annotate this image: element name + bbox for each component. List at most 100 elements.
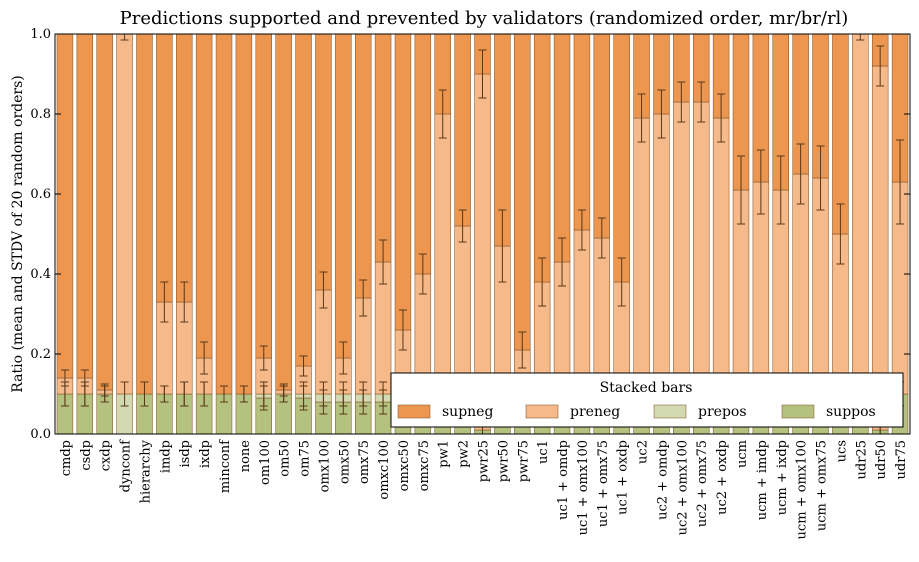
x-tick-label-10: om100	[258, 440, 273, 485]
bar-supneg-11	[275, 33, 292, 391]
x-tick-label-5: imdp	[158, 440, 173, 473]
bar-supneg-4	[136, 33, 153, 395]
bar-supneg-9	[235, 33, 253, 395]
x-tick-label-0: cmdp	[59, 440, 74, 476]
errbar-preneg-37	[796, 143, 805, 205]
bar-supneg-2	[96, 33, 113, 391]
x-tick-label-22: pwr50	[496, 440, 511, 482]
errbar-preneg-19	[438, 89, 447, 139]
bar-supneg-27	[593, 33, 611, 239]
errbar-prepos-6	[180, 381, 189, 407]
legend-label-supneg: supneg	[442, 404, 493, 420]
bar-supneg-16	[374, 33, 392, 263]
y-tick-label-0: 0.0	[30, 427, 51, 442]
errbar-prepos-13	[319, 381, 328, 407]
errbar-preneg-23	[518, 331, 527, 369]
x-tick-label-25: uc1 + omdp	[556, 440, 571, 520]
x-tick-label-8: minconf	[218, 439, 233, 493]
x-tick-label-36: ucm + ixdp	[775, 440, 790, 515]
errbar-preneg-36	[776, 155, 785, 225]
errbar-prepos-16	[379, 381, 388, 407]
x-tick-label-7: ixdp	[198, 440, 213, 468]
x-tick-label-42: udr75	[894, 440, 909, 479]
y-tick-label-5: 1.0	[30, 27, 51, 42]
bar-supneg-8	[215, 33, 233, 395]
y-tick-label-1: 0.2	[30, 347, 51, 362]
legend-swatch-supneg	[397, 404, 431, 419]
errbar-prepos-14	[339, 381, 348, 407]
errbar-prepos-9	[239, 385, 248, 403]
bar-supneg-0	[56, 33, 74, 379]
errbar-preneg-22	[498, 209, 507, 283]
plot-frame	[54, 33, 911, 435]
errbar-preneg-17	[398, 309, 407, 351]
bar-supneg-13	[315, 33, 332, 291]
errbar-preneg-39	[836, 203, 845, 265]
x-tick-label-39: ucs	[834, 440, 849, 462]
bar-supneg-12	[295, 33, 312, 367]
x-tick-label-40: udr25	[854, 440, 869, 479]
x-tick-label-29: uc2	[636, 440, 651, 464]
bar-supneg-5	[156, 33, 173, 303]
x-tick-label-15: omx75	[357, 440, 372, 484]
x-tick-label-30: uc2 + omdp	[656, 440, 671, 520]
bar-preneg-27	[593, 237, 611, 395]
bar-supneg-6	[176, 33, 193, 303]
bar-supneg-14	[335, 33, 352, 359]
errbar-preneg-28	[617, 257, 626, 307]
errbar-preneg-7	[200, 341, 209, 375]
legend-label-preneg: preneg	[570, 404, 620, 420]
errbar-preneg-16	[379, 239, 388, 285]
errbar-preneg-32	[697, 81, 706, 123]
errbar-preneg-11	[279, 383, 288, 397]
bar-preneg-32	[693, 101, 710, 395]
y-tick-label-2: 0.4	[30, 267, 51, 282]
bar-supneg-20	[454, 33, 471, 227]
bar-supneg-23	[514, 33, 531, 351]
bar-supneg-10	[255, 33, 272, 359]
errbar-preneg-34	[736, 155, 745, 225]
bar-supneg-1	[76, 33, 94, 379]
errbar-preneg-5	[160, 281, 169, 323]
errbar-prepos-10	[259, 381, 268, 407]
bar-supneg-24	[533, 33, 551, 283]
legend-box	[390, 372, 904, 428]
bar-preneg-40	[852, 33, 869, 395]
bar-supneg-25	[553, 33, 571, 263]
bar-preneg-29	[633, 117, 650, 395]
x-tick-label-32: uc2 + omx75	[695, 440, 710, 527]
legend-swatch-preneg	[525, 404, 559, 419]
x-tick-label-11: om50	[278, 440, 293, 477]
errbar-preneg-13	[319, 271, 328, 309]
x-tick-label-33: uc2 + oxdp	[715, 440, 730, 515]
bar-preneg-31	[673, 101, 690, 395]
x-tick-label-41: udr50	[874, 440, 889, 479]
errbar-preneg-25	[558, 237, 567, 287]
errbar-preneg-30	[657, 89, 666, 139]
x-tick-label-12: om75	[298, 440, 313, 477]
errbar-preneg-27	[597, 217, 606, 259]
bar-preneg-30	[653, 113, 670, 395]
errbar-prepos-12	[299, 381, 308, 407]
x-tick-label-35: ucm + imdp	[755, 440, 770, 520]
errbar-preneg-24	[538, 257, 547, 307]
bar-preneg-3	[116, 33, 133, 395]
x-tick-label-21: pwr25	[477, 440, 492, 482]
errbar-prepos-5	[160, 385, 169, 403]
bar-preneg-33	[712, 117, 730, 395]
x-tick-label-31: uc2 + omx100	[675, 440, 690, 535]
x-axis: cmdp csdp cxdp dynconf hierarchy imdp isdp ixdp…	[59, 439, 909, 540]
legend-swatch-prepos	[653, 404, 687, 419]
x-tick-label-1: csdp	[79, 440, 94, 471]
y-axis: 0.0 0.2 0.4 0.6 0.8 1.0	[30, 27, 910, 442]
y-tick-label-3: 0.6	[30, 187, 51, 202]
x-tick-label-26: uc1 + omx100	[576, 440, 591, 535]
errbar-preneg-2	[100, 383, 109, 397]
errbar-preneg-6	[180, 281, 189, 323]
legend-label-suppos: suppos	[826, 404, 876, 420]
x-tick-label-18: omxc75	[417, 440, 432, 491]
bar-preneg-26	[573, 229, 591, 395]
x-tick-label-37: ucm + omx100	[795, 440, 810, 539]
x-tick-label-27: uc1 + omx75	[596, 440, 611, 527]
x-tick-label-23: pwr75	[516, 440, 531, 482]
